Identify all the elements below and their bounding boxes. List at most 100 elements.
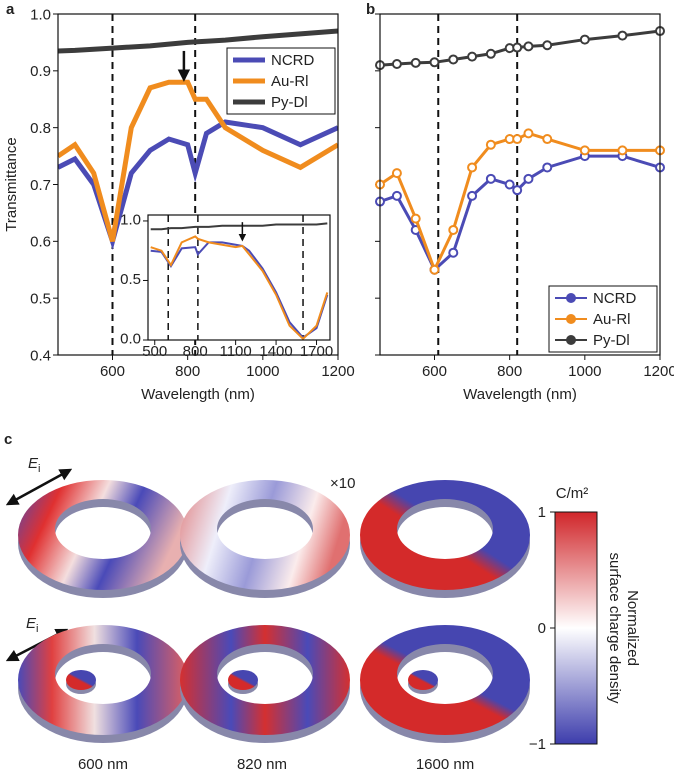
series-marker (512, 134, 523, 145)
panel-label: c (4, 431, 12, 448)
series-line (380, 131, 660, 274)
series-line (380, 154, 660, 273)
disk (66, 670, 96, 690)
y-tick-label: 0.5 (120, 271, 141, 288)
plot-frame (57, 13, 339, 356)
x-tick-label: 600 (100, 363, 125, 380)
series-marker (448, 224, 459, 235)
legend-label: Au-Rl (271, 73, 309, 90)
y-axis-label: Transmittance (3, 137, 20, 231)
colorbar-tick-label: −1 (529, 736, 546, 753)
series-marker (391, 190, 402, 201)
wavelength-label: 820 nm (237, 756, 287, 773)
series-line (58, 28, 338, 54)
colorbar-tick-label: 0 (538, 620, 546, 637)
ring (360, 625, 530, 735)
series-marker (617, 145, 628, 156)
ring (18, 480, 188, 590)
series-marker (512, 185, 523, 196)
x-tick-label: 800 (175, 363, 200, 380)
series-marker (523, 128, 534, 139)
panel: 600 800 1000 1200 0.4 0.5 0.6 0.7 0.8 0.9 1.0 Wavel… (3, 1, 355, 403)
wavelength-label: 600 nm (78, 756, 128, 773)
rings (18, 480, 530, 743)
x-tick-label: 1100 (219, 343, 251, 360)
colorbar (554, 511, 598, 745)
colorbar-tick-label: 1 (538, 504, 546, 521)
panel: 600 800 1000 1200 Wavelength (nm) b NCRD Au-Rl P… (366, 1, 674, 403)
legend-marker (566, 314, 576, 324)
y-tick-label: 0.7 (30, 177, 51, 194)
x-tick-label: 800 (183, 343, 208, 360)
series-marker (410, 213, 421, 224)
series-line (150, 235, 329, 340)
series-marker (467, 162, 478, 173)
series-line (58, 119, 338, 250)
x-tick-label: 600 (422, 363, 447, 380)
legend-label: NCRD (593, 290, 636, 307)
series-marker (391, 59, 402, 70)
x-tick-label: 1400 (259, 343, 292, 360)
series-marker (523, 41, 534, 52)
field-label: Ei (28, 455, 40, 475)
x-tick-label: 1200 (321, 363, 354, 380)
charts: 600 800 1000 1200 0.4 0.5 0.6 0.7 0.8 0.9 1.0 Wavel… (3, 1, 674, 403)
series-marker (523, 173, 534, 184)
wavelength-label: 1600 nm (416, 756, 474, 773)
legend-marker (566, 335, 576, 345)
series-marker (467, 51, 478, 62)
y-tick-label: 1.0 (120, 211, 141, 228)
series-marker (579, 145, 590, 156)
ring (18, 625, 188, 735)
ring (360, 480, 530, 590)
y-tick-label: 0.8 (30, 120, 51, 137)
y-tick-label: 0.4 (30, 347, 51, 364)
series-marker (542, 134, 553, 145)
y-tick-label: 0.5 (30, 290, 51, 307)
ring (180, 480, 350, 590)
scale-note: ×10 (330, 475, 355, 492)
x-tick-label: 500 (142, 343, 167, 360)
x-axis-label: Wavelength (nm) (463, 386, 577, 403)
series-marker (448, 54, 459, 65)
series-marker (467, 190, 478, 201)
series-marker (485, 139, 496, 150)
legend-label: NCRD (271, 52, 314, 69)
series-line (58, 79, 338, 242)
series-marker (429, 264, 440, 275)
plot-frame (147, 214, 331, 341)
field-label: Ei (26, 615, 38, 635)
legend-marker (566, 293, 576, 303)
legend-label: Py-Dl (593, 332, 630, 349)
series-marker (579, 34, 590, 45)
series-marker (485, 48, 496, 59)
series-marker (485, 173, 496, 184)
panel-label: a (6, 1, 15, 18)
series-marker (512, 42, 523, 53)
series-marker (391, 168, 402, 179)
panel-label: b (366, 1, 375, 18)
inset: 500 800 1100 1400 1700 0.0 0.5 1.0 (120, 211, 333, 360)
y-tick-label: 0.6 (30, 234, 51, 251)
x-tick-label: 1000 (568, 363, 601, 380)
x-tick-label: 1000 (246, 363, 279, 380)
ring (180, 625, 350, 735)
series-marker (617, 30, 628, 41)
series-marker (504, 179, 515, 190)
legend-label: Au-Rl (593, 311, 631, 328)
field-arrow (5, 468, 73, 506)
y-tick-label: 1.0 (30, 6, 51, 23)
series-marker (429, 57, 440, 68)
series-marker (410, 57, 421, 68)
panel-c: c Ei Ei ×10 600 nm 820 nm 1600 nm C/m² 1… (4, 431, 641, 773)
y-tick-label: 0.0 (120, 331, 141, 348)
series-marker (448, 247, 459, 258)
x-tick-label: 1700 (300, 343, 333, 360)
y-tick-label: 0.9 (30, 63, 51, 80)
series-line (150, 222, 328, 231)
colorbar-ticks: 1 0 −1 (529, 504, 555, 753)
colorbar-label: Normalizedsurface charge density (606, 553, 641, 704)
x-axis-label: Wavelength (nm) (141, 386, 255, 403)
legend-label: Py-Dl (271, 94, 308, 111)
